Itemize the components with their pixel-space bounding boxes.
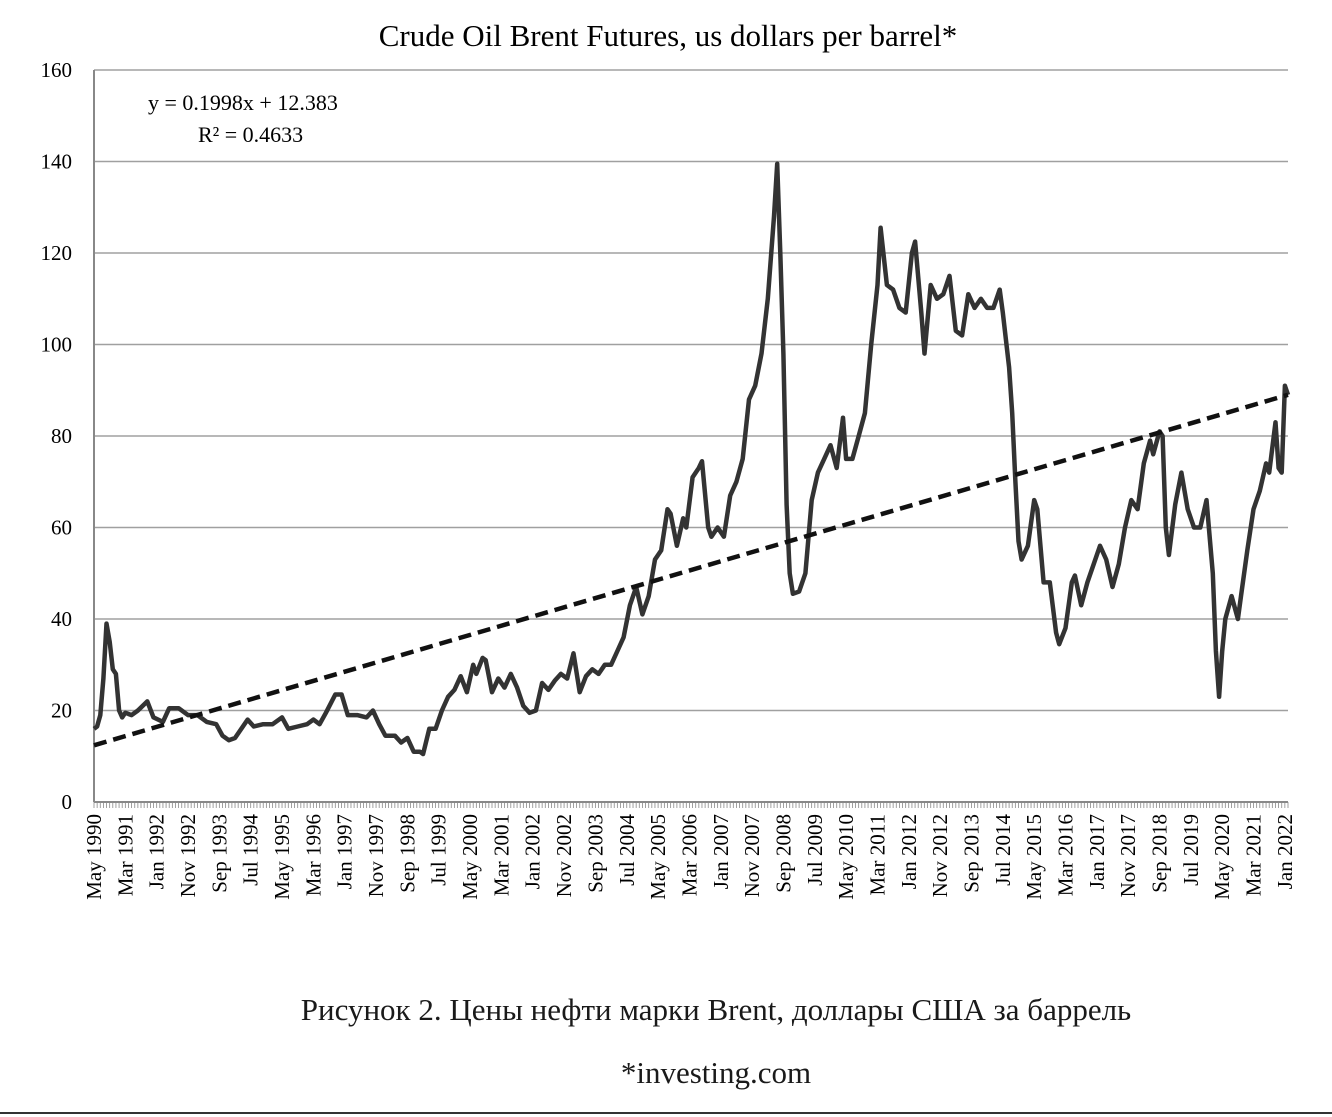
x-tick-label: Mar 2011 <box>866 814 890 895</box>
x-tick-label: May 1990 <box>82 814 106 900</box>
y-tick-label: 60 <box>51 516 72 540</box>
x-tick-label: Jul 1999 <box>427 814 451 886</box>
x-tick-label: Nov 1997 <box>364 814 388 897</box>
x-tick-label: Jul 2004 <box>615 814 639 886</box>
x-tick-label: Sep 1993 <box>207 814 231 893</box>
y-tick-label: 160 <box>41 58 73 82</box>
x-tick-label: Jan 2007 <box>709 814 733 889</box>
x-tick-label: Nov 2012 <box>928 814 952 897</box>
x-tick-label: Mar 2021 <box>1242 814 1266 896</box>
x-tick-label: Mar 2016 <box>1054 814 1078 896</box>
y-tick-label: 120 <box>41 241 73 265</box>
x-tick-label: Sep 2018 <box>1148 814 1172 893</box>
x-tick-label: Mar 2001 <box>489 814 513 896</box>
trendline <box>93 392 1289 748</box>
y-tick-label: 0 <box>62 790 73 814</box>
trendline-equation: y = 0.1998x + 12.383 <box>148 90 338 115</box>
y-tick-label: 80 <box>51 424 72 448</box>
x-tick-label: Jul 2009 <box>803 814 827 886</box>
gridlines <box>94 69 1288 712</box>
x-tick-label: Nov 2002 <box>552 814 576 897</box>
bottom-rule <box>0 1112 1332 1114</box>
x-tick-label: May 2010 <box>834 814 858 900</box>
x-tick-label: Sep 2008 <box>771 814 795 893</box>
x-tick-label: Jul 2019 <box>1179 814 1203 886</box>
x-tick-label: Nov 2017 <box>1116 814 1140 897</box>
x-tick-label: Nov 2007 <box>740 814 764 897</box>
x-tick-label: Jul 1994 <box>239 814 263 886</box>
y-tick-label: 100 <box>41 333 73 357</box>
x-tick-label: Mar 1996 <box>301 814 325 896</box>
data-series <box>92 161 1291 757</box>
x-tick-label: Sep 2003 <box>583 814 607 893</box>
x-tick-label: Jan 2022 <box>1273 814 1297 889</box>
source-note: *investing.com <box>620 1055 812 1090</box>
x-tick-label: Jan 1997 <box>333 814 357 889</box>
x-tick-label: May 1995 <box>270 814 294 900</box>
x-tick-label: Jan 2017 <box>1085 814 1109 889</box>
y-tick-label: 40 <box>51 607 72 631</box>
x-tick-label: May 2015 <box>1022 814 1046 900</box>
x-tick-label: Jan 2012 <box>897 814 921 889</box>
x-tick-label: Jan 1992 <box>145 814 169 889</box>
x-tick-label: Jul 2014 <box>991 814 1015 886</box>
x-axis-ticks: May 1990 Mar 1991 Jan 1992 Nov 1992 Sep 1993… <box>82 802 1297 900</box>
x-tick-label: May 2020 <box>1210 814 1234 900</box>
figure-caption: Рисунок 2. Цены нефти марки Brent, долла… <box>300 992 1132 1027</box>
price-line <box>92 161 1291 757</box>
y-tick-label: 140 <box>41 150 73 174</box>
chart-title: Crude Oil Brent Futures, us dollars per … <box>379 18 958 53</box>
y-tick-label: 20 <box>51 699 72 723</box>
x-tick-label: Nov 1992 <box>176 814 200 897</box>
x-tick-label: Sep 2013 <box>960 814 984 893</box>
y-axis-ticks: 0 20 40 60 80 100 120 140 160 <box>41 58 73 814</box>
x-tick-label: Sep 1998 <box>395 814 419 893</box>
x-tick-label: May 2000 <box>458 814 482 900</box>
x-tick-label: Mar 1991 <box>113 814 137 896</box>
brent-price-chart: Crude Oil Brent Futures, us dollars per … <box>41 18 1297 900</box>
x-tick-label: May 2005 <box>646 814 670 900</box>
r-squared-label: R² = 0.4633 <box>198 122 303 147</box>
x-tick-label: Mar 2006 <box>677 814 701 896</box>
x-tick-label: Jan 2002 <box>521 814 545 889</box>
